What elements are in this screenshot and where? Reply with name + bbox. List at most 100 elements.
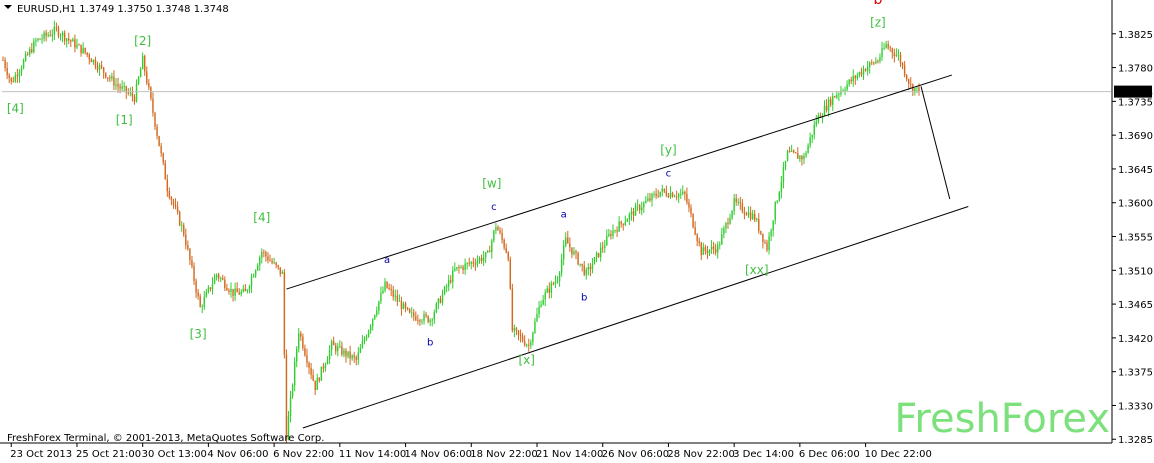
candle-body: [515, 327, 518, 331]
candle-body: [873, 62, 875, 64]
candle-body: [250, 277, 253, 287]
candle-body: [897, 54, 900, 56]
candle: [484, 252, 487, 264]
candle-body: [526, 344, 528, 346]
wave-label: [3]: [190, 327, 207, 341]
candle-body: [784, 160, 787, 168]
candle-body: [135, 83, 138, 102]
candle: [314, 380, 316, 396]
candle-body: [252, 275, 255, 278]
candle-body: [277, 265, 279, 268]
candle: [154, 111, 156, 130]
candle-body: [885, 44, 887, 49]
channel-upper-line[interactable]: [286, 74, 952, 290]
candle: [486, 249, 489, 254]
candle: [677, 192, 680, 204]
candle: [234, 282, 236, 301]
candle-body: [470, 262, 472, 264]
candle-body: [55, 26, 58, 28]
candle-body: [283, 272, 286, 355]
candle: [102, 66, 105, 79]
candle: [795, 151, 797, 154]
candle-body: [766, 242, 768, 251]
candle-body: [788, 151, 791, 152]
candle-body: [203, 297, 206, 307]
candle: [667, 192, 670, 199]
candle: [542, 295, 544, 306]
candle: [396, 289, 399, 307]
candle: [899, 51, 902, 67]
candle: [384, 278, 386, 293]
candle-body: [538, 306, 540, 315]
candle-body: [363, 339, 366, 342]
candle-body: [805, 153, 807, 156]
dropdown-triangle-icon[interactable]: [4, 5, 12, 9]
candle: [421, 318, 423, 325]
candle-body: [519, 334, 522, 337]
candle: [497, 225, 499, 231]
channel-lower-line[interactable]: [302, 206, 969, 429]
candle: [848, 78, 850, 87]
candle-body: [723, 228, 725, 235]
candle: [160, 142, 162, 157]
candle: [725, 221, 727, 233]
candle-body: [550, 283, 553, 293]
candle-body: [823, 105, 826, 116]
candle: [392, 285, 394, 301]
candle: [764, 239, 766, 245]
candle: [300, 331, 302, 341]
candle: [328, 345, 331, 365]
time-axis[interactable]: 23 Oct 2013 25 Oct 21:00 30 Oct 13:00 4 Nov…: [10, 443, 932, 460]
candle-body: [721, 234, 723, 245]
candle-body: [827, 99, 830, 111]
candle: [189, 248, 191, 265]
candle-body: [677, 194, 680, 197]
candle: [380, 286, 382, 305]
candle: [353, 351, 355, 363]
candle-body: [780, 182, 783, 193]
candle-body: [914, 88, 916, 92]
candle-body: [316, 378, 318, 390]
candle: [273, 257, 275, 265]
price-axis[interactable]: 1.3825 1.3780 1.3735 1.3690 1.3645 1.3600 1.35…: [1112, 30, 1153, 446]
candle: [788, 146, 791, 153]
candle: [277, 264, 279, 270]
candle: [737, 198, 739, 206]
candle: [123, 81, 125, 93]
candle: [170, 196, 173, 206]
x-tick-label: 4 Nov 06:00: [207, 449, 268, 460]
candle-body: [612, 230, 614, 236]
candle-body: [891, 48, 893, 53]
candle-body: [404, 303, 407, 308]
candle-body: [185, 234, 187, 246]
candle-body: [651, 194, 653, 201]
candle-body: [156, 126, 158, 136]
copyright-text: FreshForex Terminal, © 2001-2013, MetaQu…: [7, 433, 324, 444]
candle-body: [160, 146, 162, 154]
candle: [675, 190, 678, 201]
candle: [144, 54, 146, 76]
candle: [43, 30, 45, 42]
candle: [203, 290, 206, 310]
candle: [526, 343, 528, 348]
candle-body: [809, 137, 811, 146]
candle: [673, 194, 676, 198]
candle: [337, 342, 339, 357]
candle-body: [776, 200, 778, 203]
candle: [193, 262, 195, 286]
projection-line[interactable]: [920, 86, 951, 200]
candle: [628, 212, 631, 226]
candle: [402, 301, 405, 310]
candle-body: [406, 307, 409, 310]
candle: [523, 335, 526, 347]
candle-body: [825, 105, 828, 111]
candle: [201, 304, 203, 314]
candle-body: [606, 235, 608, 246]
candle: [14, 71, 17, 83]
candle-body: [661, 188, 663, 192]
candle-body: [581, 263, 583, 266]
candle: [68, 32, 70, 45]
candle-body: [201, 306, 203, 308]
candle: [632, 207, 635, 222]
